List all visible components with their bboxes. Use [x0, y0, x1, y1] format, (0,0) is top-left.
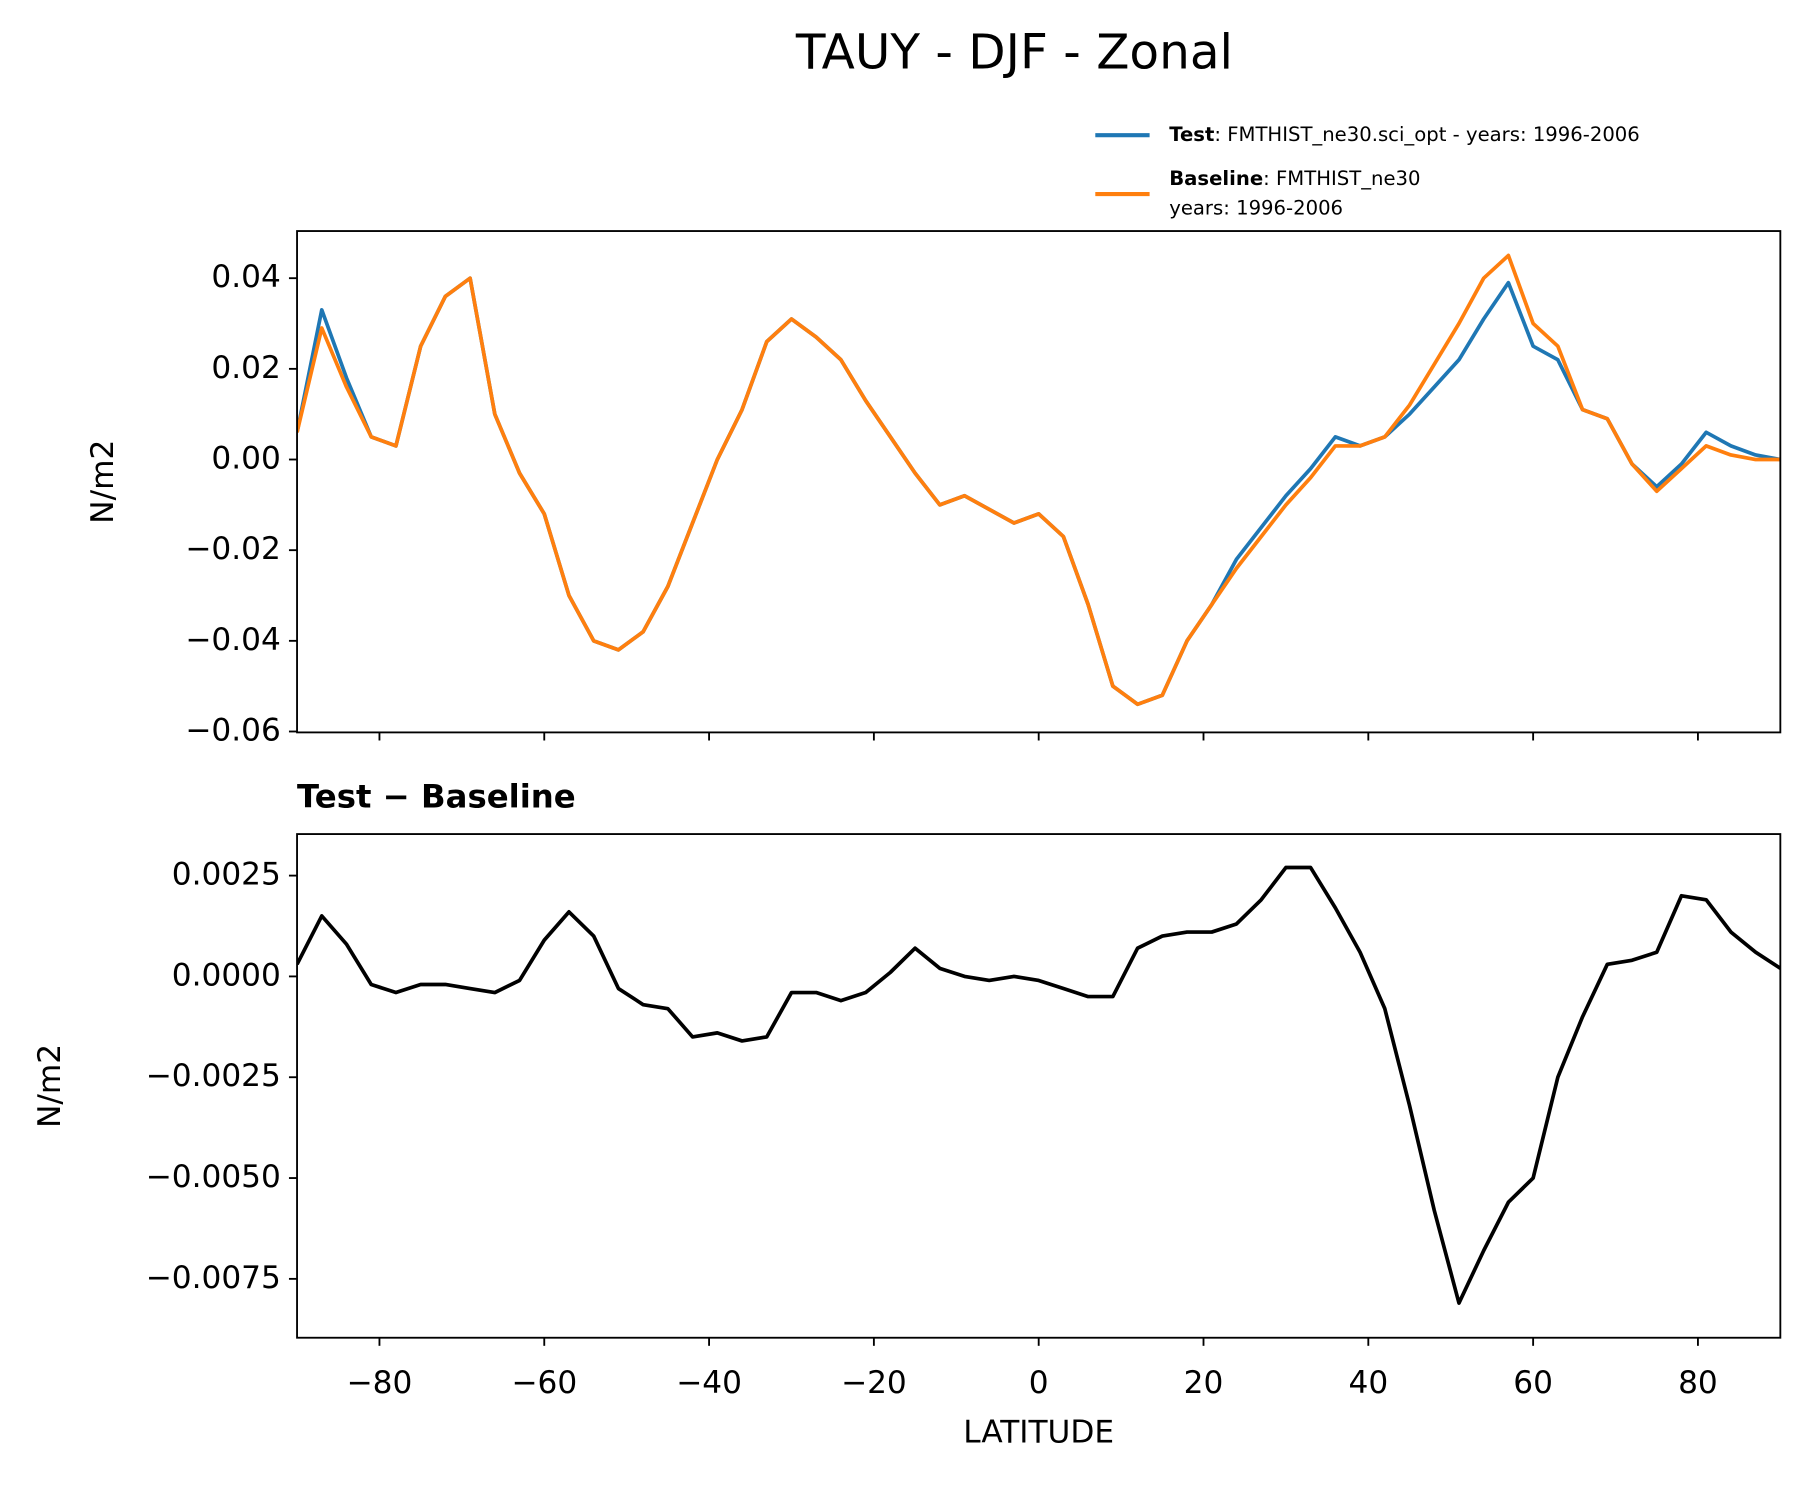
x-tick-label: −80: [347, 1365, 413, 1401]
y-tick-label: −0.04: [185, 622, 281, 658]
y-tick-label: 0.04: [211, 259, 280, 295]
y-tick-label: −0.0025: [146, 1058, 281, 1094]
legend-description: : FMTHIST_ne30: [1263, 167, 1420, 190]
y-tick-label: −0.0050: [146, 1159, 281, 1195]
x-tick-label: 60: [1513, 1365, 1553, 1401]
y-tick-label: −0.02: [185, 531, 281, 567]
x-tick-label: 20: [1184, 1365, 1224, 1401]
y-tick-label: 0.00: [211, 441, 280, 477]
legend-entry: Test: FMTHIST_ne30.sci_opt - years: 1996…: [1169, 123, 1640, 146]
legend-name: Baseline: [1169, 167, 1263, 190]
x-tick-label: −20: [841, 1365, 907, 1401]
legend-entry: Baseline: FMTHIST_ne30: [1169, 167, 1420, 190]
x-tick-label: 40: [1348, 1365, 1388, 1401]
y-tick-label: −0.0075: [146, 1260, 281, 1296]
legend-description: : FMTHIST_ne30.sci_opt - years: 1996-200…: [1214, 123, 1639, 146]
y-tick-label: 0.02: [211, 350, 280, 386]
legend-name: Test: [1169, 123, 1214, 146]
data-line: [297, 865, 1781, 1305]
x-axis-label: LATITUDE: [963, 1415, 1114, 1451]
legend-description: years: 1996-2006: [1169, 197, 1343, 220]
subplot-title: Test − Baseline: [297, 777, 576, 815]
x-tick-label: −60: [511, 1365, 577, 1401]
x-tick-label: 0: [1029, 1365, 1049, 1401]
y-axis-label: N/m2: [85, 440, 121, 524]
y-tick-label: 0.0000: [172, 957, 281, 993]
y-tick-label: 0.0025: [172, 857, 281, 893]
y-axis-label: N/m2: [32, 1044, 68, 1128]
y-tick-label: −0.06: [185, 712, 281, 748]
x-tick-label: 80: [1678, 1365, 1718, 1401]
chart-title: TAUY - DJF - Zonal: [795, 24, 1233, 80]
x-tick-label: −40: [676, 1365, 742, 1401]
data-line: [297, 253, 1781, 707]
